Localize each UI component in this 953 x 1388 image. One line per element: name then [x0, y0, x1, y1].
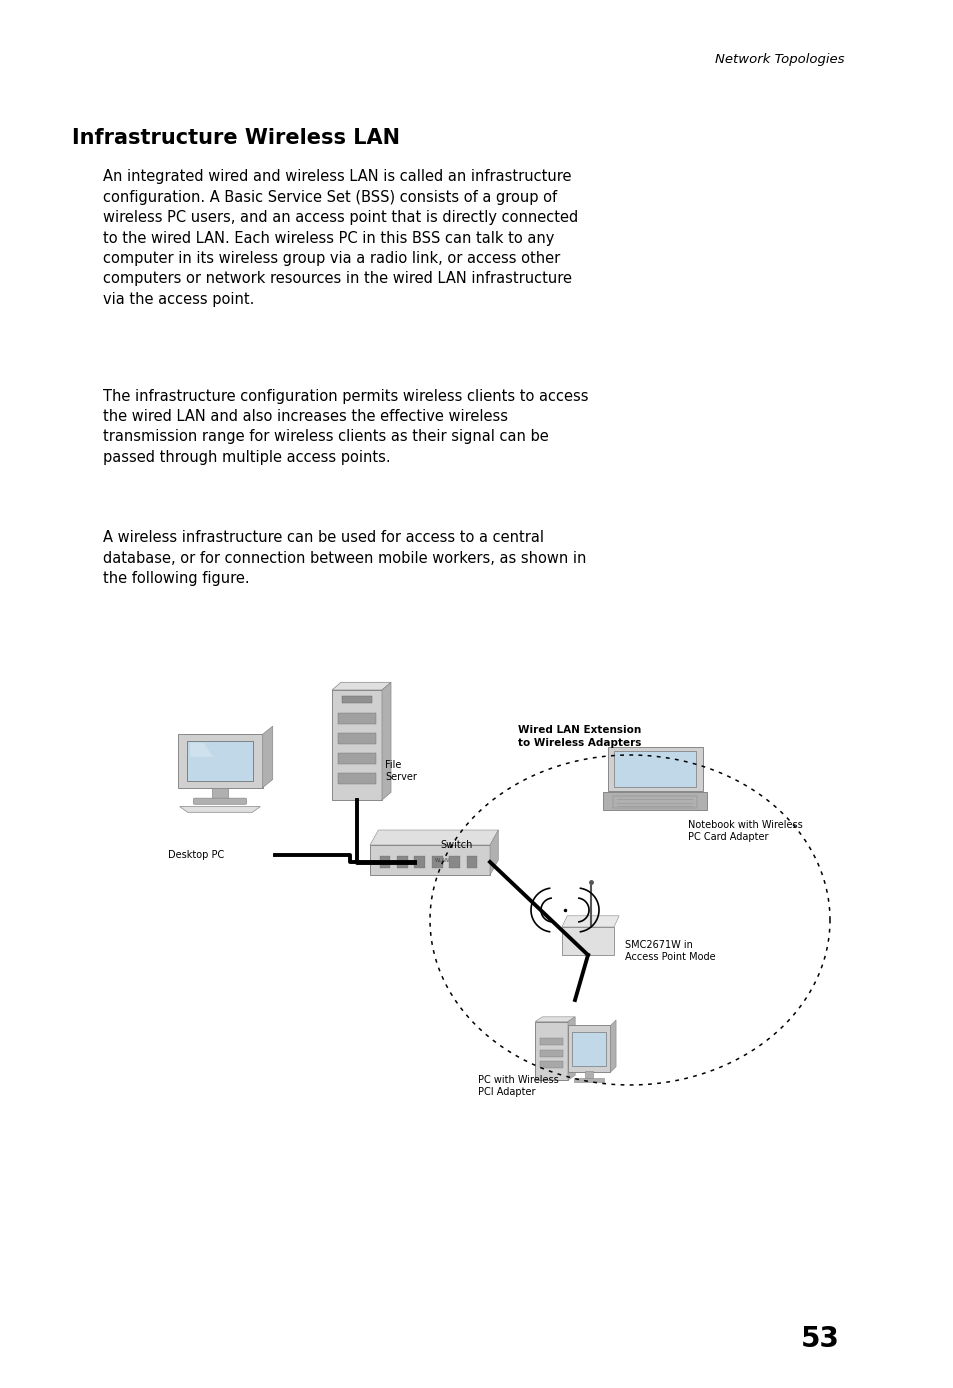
Text: Infrastructure Wireless LAN: Infrastructure Wireless LAN [71, 128, 399, 147]
Polygon shape [262, 726, 273, 788]
Text: Desktop PC: Desktop PC [168, 849, 224, 861]
Polygon shape [332, 683, 391, 690]
Polygon shape [177, 734, 262, 788]
Text: The infrastructure configuration permits wireless clients to access
the wired LA: The infrastructure configuration permits… [103, 389, 588, 465]
Bar [341, 695, 372, 704]
Text: Notebook with Wireless
PC Card Adapter: Notebook with Wireless PC Card Adapter [687, 820, 801, 841]
Bar [567, 1026, 610, 1072]
Bar [379, 855, 390, 868]
Text: Wired LAN Extension
to Wireless Adapters: Wired LAN Extension to Wireless Adapters [517, 725, 641, 748]
Bar [337, 773, 375, 783]
Bar [332, 690, 381, 799]
Polygon shape [561, 916, 618, 927]
Bar [466, 855, 476, 868]
Bar [396, 855, 407, 868]
Polygon shape [381, 683, 391, 799]
Text: WLAN: WLAN [435, 858, 449, 862]
FancyBboxPatch shape [193, 798, 246, 804]
Text: 53: 53 [800, 1326, 839, 1353]
Polygon shape [190, 743, 213, 756]
Text: Switch: Switch [439, 840, 472, 849]
Bar [449, 855, 459, 868]
Polygon shape [610, 1020, 616, 1072]
Bar [337, 752, 375, 763]
Polygon shape [535, 1017, 575, 1022]
Bar [584, 1070, 593, 1078]
Text: An integrated wired and wireless LAN is called an infrastructure
configuration. : An integrated wired and wireless LAN is … [103, 169, 578, 307]
Bar [432, 855, 442, 868]
Bar [607, 747, 701, 791]
Bar [574, 1078, 603, 1081]
Text: A wireless infrastructure can be used for access to a central
database, or for c: A wireless infrastructure can be used fo… [103, 530, 586, 586]
Bar [337, 733, 375, 744]
Bar [337, 713, 375, 725]
Polygon shape [179, 806, 260, 812]
Polygon shape [490, 830, 497, 874]
Text: File
Server: File Server [385, 761, 416, 781]
Polygon shape [370, 830, 497, 845]
Bar [614, 751, 695, 787]
Text: SMC2671W in
Access Point Mode: SMC2671W in Access Point Mode [624, 940, 715, 962]
Bar [602, 793, 706, 811]
Bar [213, 788, 228, 799]
Bar [539, 1062, 562, 1069]
Bar [571, 1031, 605, 1066]
Bar [414, 855, 425, 868]
Bar [187, 741, 253, 781]
Bar [561, 927, 614, 955]
Bar [539, 1049, 562, 1056]
Bar [539, 1038, 562, 1045]
Bar [535, 1022, 567, 1080]
Polygon shape [567, 1017, 575, 1080]
Bar [370, 845, 490, 874]
Text: PC with Wireless
PCI Adapter: PC with Wireless PCI Adapter [477, 1074, 558, 1097]
Bar [613, 797, 696, 808]
Text: Network Topologies: Network Topologies [714, 53, 843, 65]
